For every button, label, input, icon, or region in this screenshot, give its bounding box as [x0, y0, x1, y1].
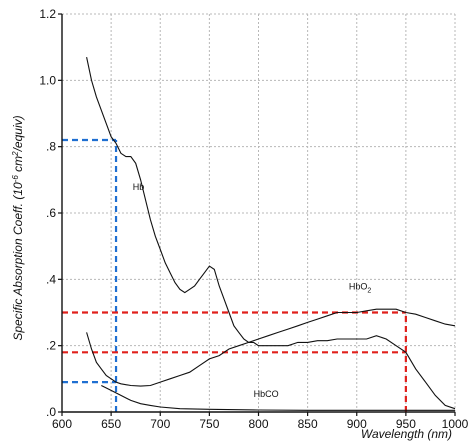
x-tick-label: 700 — [150, 417, 170, 431]
x-tick-label: 650 — [101, 417, 121, 431]
series-label-hbo2: HbO2 — [349, 281, 372, 294]
y-tick-label: 1.0 — [39, 73, 56, 87]
y-tick-label: .4 — [46, 272, 56, 286]
y-tick-label: .8 — [46, 140, 56, 154]
x-tick-label: 900 — [347, 417, 367, 431]
x-tick-label: 950 — [396, 417, 416, 431]
y-tick-label: .2 — [46, 339, 56, 353]
series-layer — [86, 56, 456, 411]
y-axis-title-mid: cm — [11, 156, 25, 175]
y-axis-title: Specific Absorption Coeff. (10-6 cm2/equ… — [11, 115, 25, 340]
y-tick-label: .0 — [46, 405, 56, 419]
guide-lines-layer — [62, 138, 407, 412]
y-axis-title-exp2: 2 — [11, 151, 20, 157]
y-axis-title-suffix: /equiv) — [11, 115, 25, 152]
x-tick-label: 600 — [52, 417, 72, 431]
series-line-hb — [86, 56, 456, 410]
axes-layer — [58, 13, 456, 416]
series-label-hb: Hb — [133, 182, 145, 192]
series-line-hbco — [101, 385, 455, 411]
x-tick-label: 800 — [248, 417, 268, 431]
x-tick-label: 1000 — [442, 417, 469, 431]
y-axis-title-exp1: -6 — [11, 175, 20, 183]
series-label-hbco: HbCO — [254, 389, 279, 399]
y-tick-label: .6 — [46, 206, 56, 220]
y-tick-label: 1.2 — [39, 7, 56, 21]
series-line-hbo2 — [86, 308, 456, 387]
x-axis-title: Wavelength (nm) — [361, 427, 452, 441]
y-axis-title-prefix: Specific Absorption Coeff. (10 — [11, 182, 25, 341]
tick-labels-layer: 600 650 700 750 800 850 900 950 1000 .0 .2 .4 .6 .8 1.… — [39, 7, 468, 431]
series-labels-layer: Hb HbO2 HbCO — [133, 182, 372, 399]
x-tick-label: 750 — [199, 417, 219, 431]
x-tick-label: 850 — [298, 417, 318, 431]
